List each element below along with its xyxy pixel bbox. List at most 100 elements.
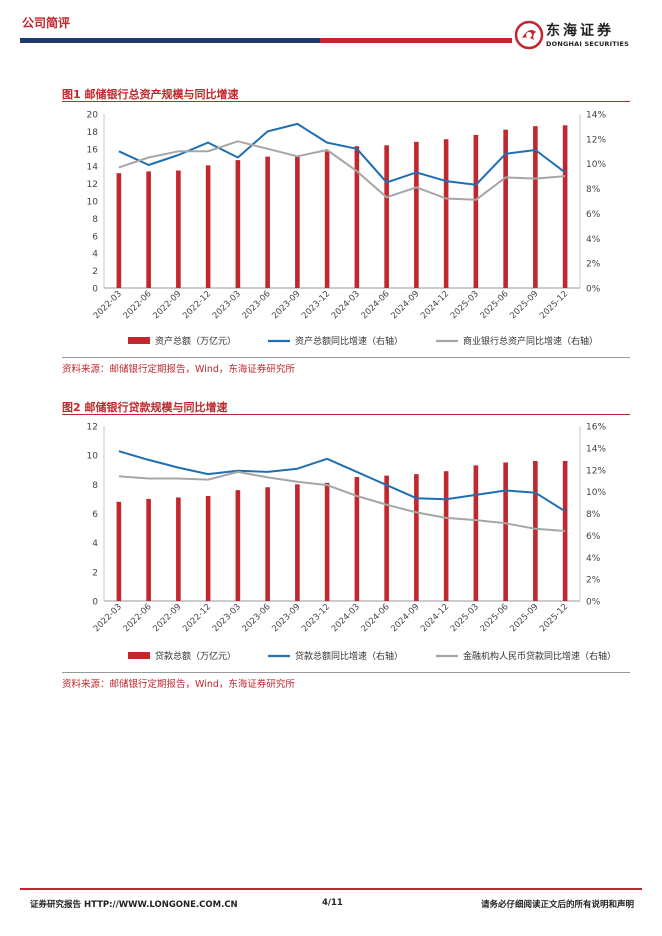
legend-label-line-2: 商业银行总资产同比增速（右轴）	[463, 335, 598, 347]
figure-2-rule	[62, 414, 630, 415]
left-tick-label: 2	[92, 267, 98, 277]
bar	[116, 173, 122, 288]
right-tick-label: 4%	[586, 235, 601, 245]
x-tick-label: 2022-06	[122, 289, 154, 321]
company-logo: 东海证券 DONGHAI SECURITIES	[512, 18, 642, 52]
x-tick-label: 2024-12	[419, 602, 451, 634]
x-tick-label: 2024-03	[330, 289, 362, 321]
bar	[414, 141, 419, 288]
x-tick-label: 2023-06	[241, 602, 273, 634]
legend-label-bar: 资产总额（万亿元）	[155, 335, 236, 347]
bar	[473, 465, 479, 601]
bar	[443, 471, 449, 601]
bar	[116, 501, 122, 601]
bar	[205, 165, 211, 288]
x-tick-label: 2023-12	[300, 289, 332, 321]
bar	[176, 497, 181, 601]
x-tick-label: 2024-06	[360, 602, 392, 634]
x-tick-label: 2024-09	[389, 602, 421, 634]
bar	[414, 474, 419, 601]
bar	[265, 156, 270, 288]
bar	[324, 482, 330, 601]
bar	[503, 129, 508, 288]
x-tick-label: 2025-06	[479, 602, 511, 634]
right-tick-label: 8%	[586, 510, 601, 520]
x-tick-label: 2022-12	[181, 602, 213, 634]
right-tick-label: 8%	[586, 185, 601, 195]
figure-2-title: 图2 邮储银行贷款规模与同比增速	[62, 401, 228, 414]
x-tick-label: 2022-06	[122, 602, 154, 634]
bar	[235, 490, 241, 601]
left-tick-label: 12	[87, 423, 98, 433]
series-line-2	[118, 470, 566, 532]
left-tick-label: 12	[87, 180, 98, 190]
right-tick-label: 16%	[586, 423, 606, 433]
right-tick-label: 6%	[586, 532, 601, 542]
bar	[562, 461, 568, 601]
x-tick-label: 2025-03	[449, 602, 481, 634]
right-tick-label: 0%	[586, 598, 601, 608]
left-tick-label: 6	[92, 510, 98, 520]
legend-swatch-bar	[128, 337, 150, 344]
left-tick-label: 20	[87, 111, 99, 121]
header-band-navy	[20, 38, 320, 43]
right-tick-label: 2%	[586, 576, 601, 586]
logo-emblem-icon	[514, 20, 544, 50]
bar	[265, 487, 270, 601]
right-tick-label: 14%	[586, 111, 606, 121]
legend-swatch-bar	[128, 652, 150, 659]
right-tick-label: 4%	[586, 554, 601, 564]
legend-label-bar: 贷款总额（万亿元）	[155, 650, 236, 662]
x-tick-label: 2022-12	[181, 289, 213, 321]
x-tick-label: 2023-12	[300, 602, 332, 634]
left-tick-label: 10	[87, 198, 99, 208]
x-tick-label: 2025-09	[508, 289, 540, 321]
left-tick-label: 8	[92, 215, 98, 225]
bar	[354, 477, 360, 601]
right-tick-label: 10%	[586, 160, 606, 170]
left-tick-label: 4	[92, 250, 98, 260]
bar	[295, 155, 300, 288]
bar	[205, 496, 211, 601]
bar	[176, 170, 181, 288]
right-tick-label: 6%	[586, 210, 601, 220]
x-tick-label: 2025-12	[538, 602, 570, 634]
figure-2-bottom-rule	[62, 672, 630, 673]
bar	[384, 475, 389, 601]
left-tick-label: 4	[92, 539, 98, 549]
series-line-1	[118, 122, 566, 186]
left-tick-label: 2	[92, 568, 98, 578]
footer-page-number: 4/11	[322, 898, 343, 908]
figure-1-rule	[62, 101, 630, 102]
bar	[235, 160, 241, 288]
bar	[295, 484, 300, 601]
figure-1-title: 图1 邮储银行总资产规模与同比增速	[62, 88, 239, 101]
bar	[354, 146, 360, 288]
bar	[324, 151, 330, 288]
x-tick-label: 2022-09	[151, 289, 183, 321]
series-line-2	[118, 140, 566, 201]
footer-disclaimer: 请务必仔细阅读正文后的所有说明和声明	[480, 900, 634, 910]
footer-rule	[20, 888, 642, 890]
header-band	[20, 38, 642, 43]
logo-english-name: DONGHAI SECURITIES	[546, 40, 630, 48]
right-tick-label: 12%	[586, 466, 606, 476]
left-tick-label: 10	[87, 452, 99, 462]
left-tick-label: 0	[92, 598, 98, 608]
left-tick-label: 14	[87, 163, 99, 173]
x-tick-label: 2024-12	[419, 289, 451, 321]
left-tick-label: 6	[92, 232, 98, 242]
x-tick-label: 2023-06	[241, 289, 273, 321]
bar	[533, 126, 538, 289]
right-tick-label: 12%	[586, 135, 606, 145]
figure-2-source: 资料来源：邮储银行定期报告，Wind，东海证券研究所	[62, 679, 295, 690]
x-tick-label: 2023-09	[270, 289, 302, 321]
x-tick-label: 2023-03	[211, 289, 243, 321]
figure-1-chart: 0 2 4 6 8 10 12 14 16 18 20 0% 2% 4% 6% 8% 10% 12% 14% 2022…	[87, 111, 607, 348]
legend-label-line-1: 贷款总额同比增速（右轴）	[295, 650, 403, 662]
bar	[384, 145, 389, 288]
report-type-title: 公司简评	[22, 16, 71, 30]
bar	[562, 125, 568, 288]
right-tick-label: 10%	[586, 488, 606, 498]
bar	[473, 134, 479, 288]
